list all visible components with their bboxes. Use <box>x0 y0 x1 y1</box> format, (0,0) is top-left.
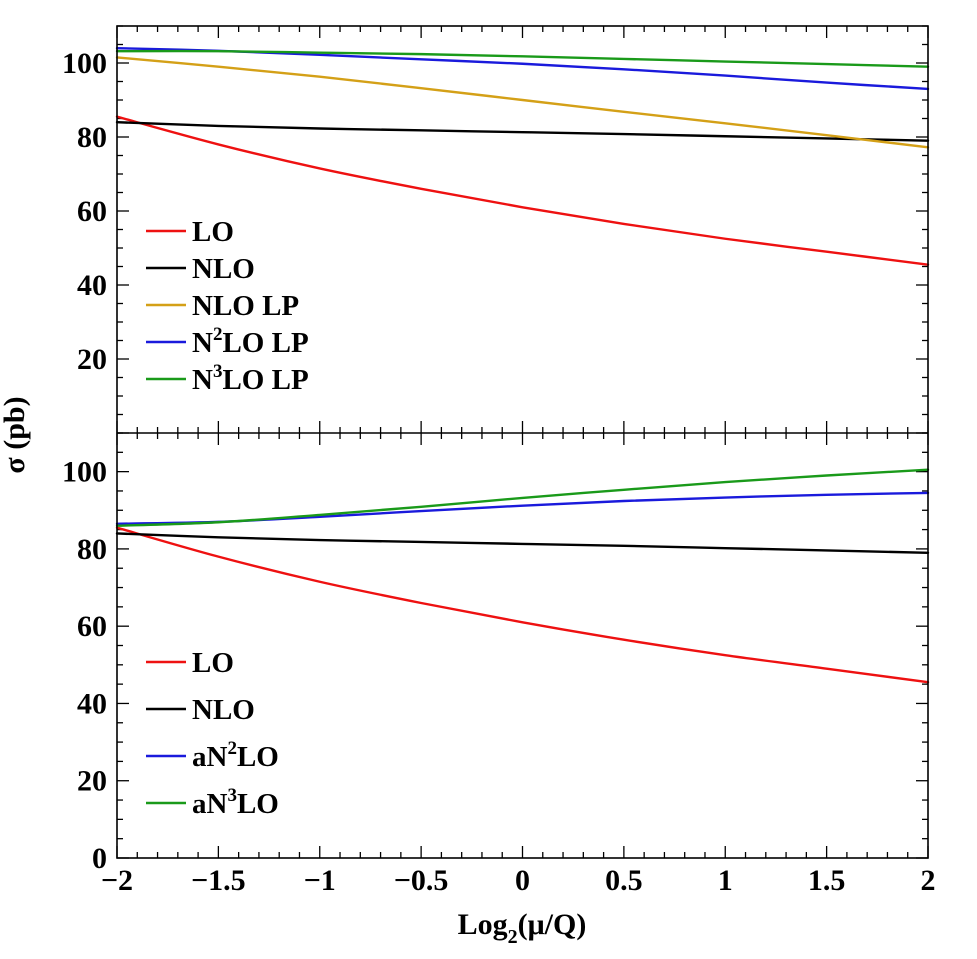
y-axis-label: σ (pb) <box>0 396 31 473</box>
x-axis-label-main: Log <box>458 908 508 941</box>
x-tick-label: −1.5 <box>191 864 246 897</box>
x-tick-label: 0 <box>515 864 530 897</box>
y-tick-label: 100 <box>62 47 107 80</box>
x-tick-label: 2 <box>921 864 936 897</box>
x-tick-label: 1.5 <box>808 864 846 897</box>
series-line-nlo <box>115 532 930 554</box>
legend-label: NLO LP <box>192 290 299 322</box>
series-line-lo <box>115 115 930 266</box>
legend-label: N2LO LP <box>192 324 309 359</box>
y-tick-label: 40 <box>77 687 107 720</box>
x-tick-label: 0.5 <box>605 864 643 897</box>
top-panel-series <box>115 47 930 266</box>
legend-label: NLO <box>192 253 255 285</box>
y-tick-label: 60 <box>77 610 107 643</box>
legend-label: aN2LO <box>192 738 279 773</box>
x-axis-label-sub: 2 <box>508 926 518 948</box>
bottom-panel: 0 20 40 60 80 100 −2 −1.5 −1 −0.5 0 0.5 1 1.5 2 LO NLO a… <box>62 432 936 897</box>
series-line-lo <box>115 526 930 684</box>
y-tick-label: 20 <box>77 765 107 798</box>
x-tick-label: −2 <box>101 864 133 897</box>
legend-label: LO <box>192 216 234 248</box>
series-line-nlo-lp <box>115 56 930 149</box>
y-tick-label: 80 <box>77 121 107 154</box>
y-tick-label: 100 <box>62 456 107 489</box>
x-tick-label: −1 <box>304 864 336 897</box>
legend-label: NLO <box>192 694 255 726</box>
series-line-an3lo <box>115 468 930 527</box>
series-line-nlo <box>115 121 930 142</box>
y-tick-label: 60 <box>77 195 107 228</box>
x-axis-label: Log2(μ/Q) <box>458 908 587 948</box>
y-tick-label: 40 <box>77 269 107 302</box>
top-panel-ticks: 20 40 60 80 100 <box>62 25 929 434</box>
legend-label: LO <box>192 647 234 679</box>
bottom-panel-ticks: 0 20 40 60 80 100 −2 −1.5 −1 −0.5 0 0.5 1 1.5 2 <box>62 432 936 897</box>
plot-frame <box>116 25 929 859</box>
legend-label: aN3LO <box>192 785 279 820</box>
y-tick-label: 0 <box>92 842 107 875</box>
bottom-panel-legend: LO NLO aN2LO aN3LO <box>146 647 279 820</box>
y-tick-label: 20 <box>77 343 107 376</box>
x-tick-label: 1 <box>718 864 733 897</box>
bottom-panel-series <box>115 468 930 684</box>
x-axis-label-rest: (μ/Q) <box>518 908 587 941</box>
legend-label: N3LO LP <box>192 361 309 396</box>
x-tick-label: −0.5 <box>394 864 449 897</box>
y-tick-label: 80 <box>77 533 107 566</box>
series-line-n3lo-lp <box>115 49 930 68</box>
